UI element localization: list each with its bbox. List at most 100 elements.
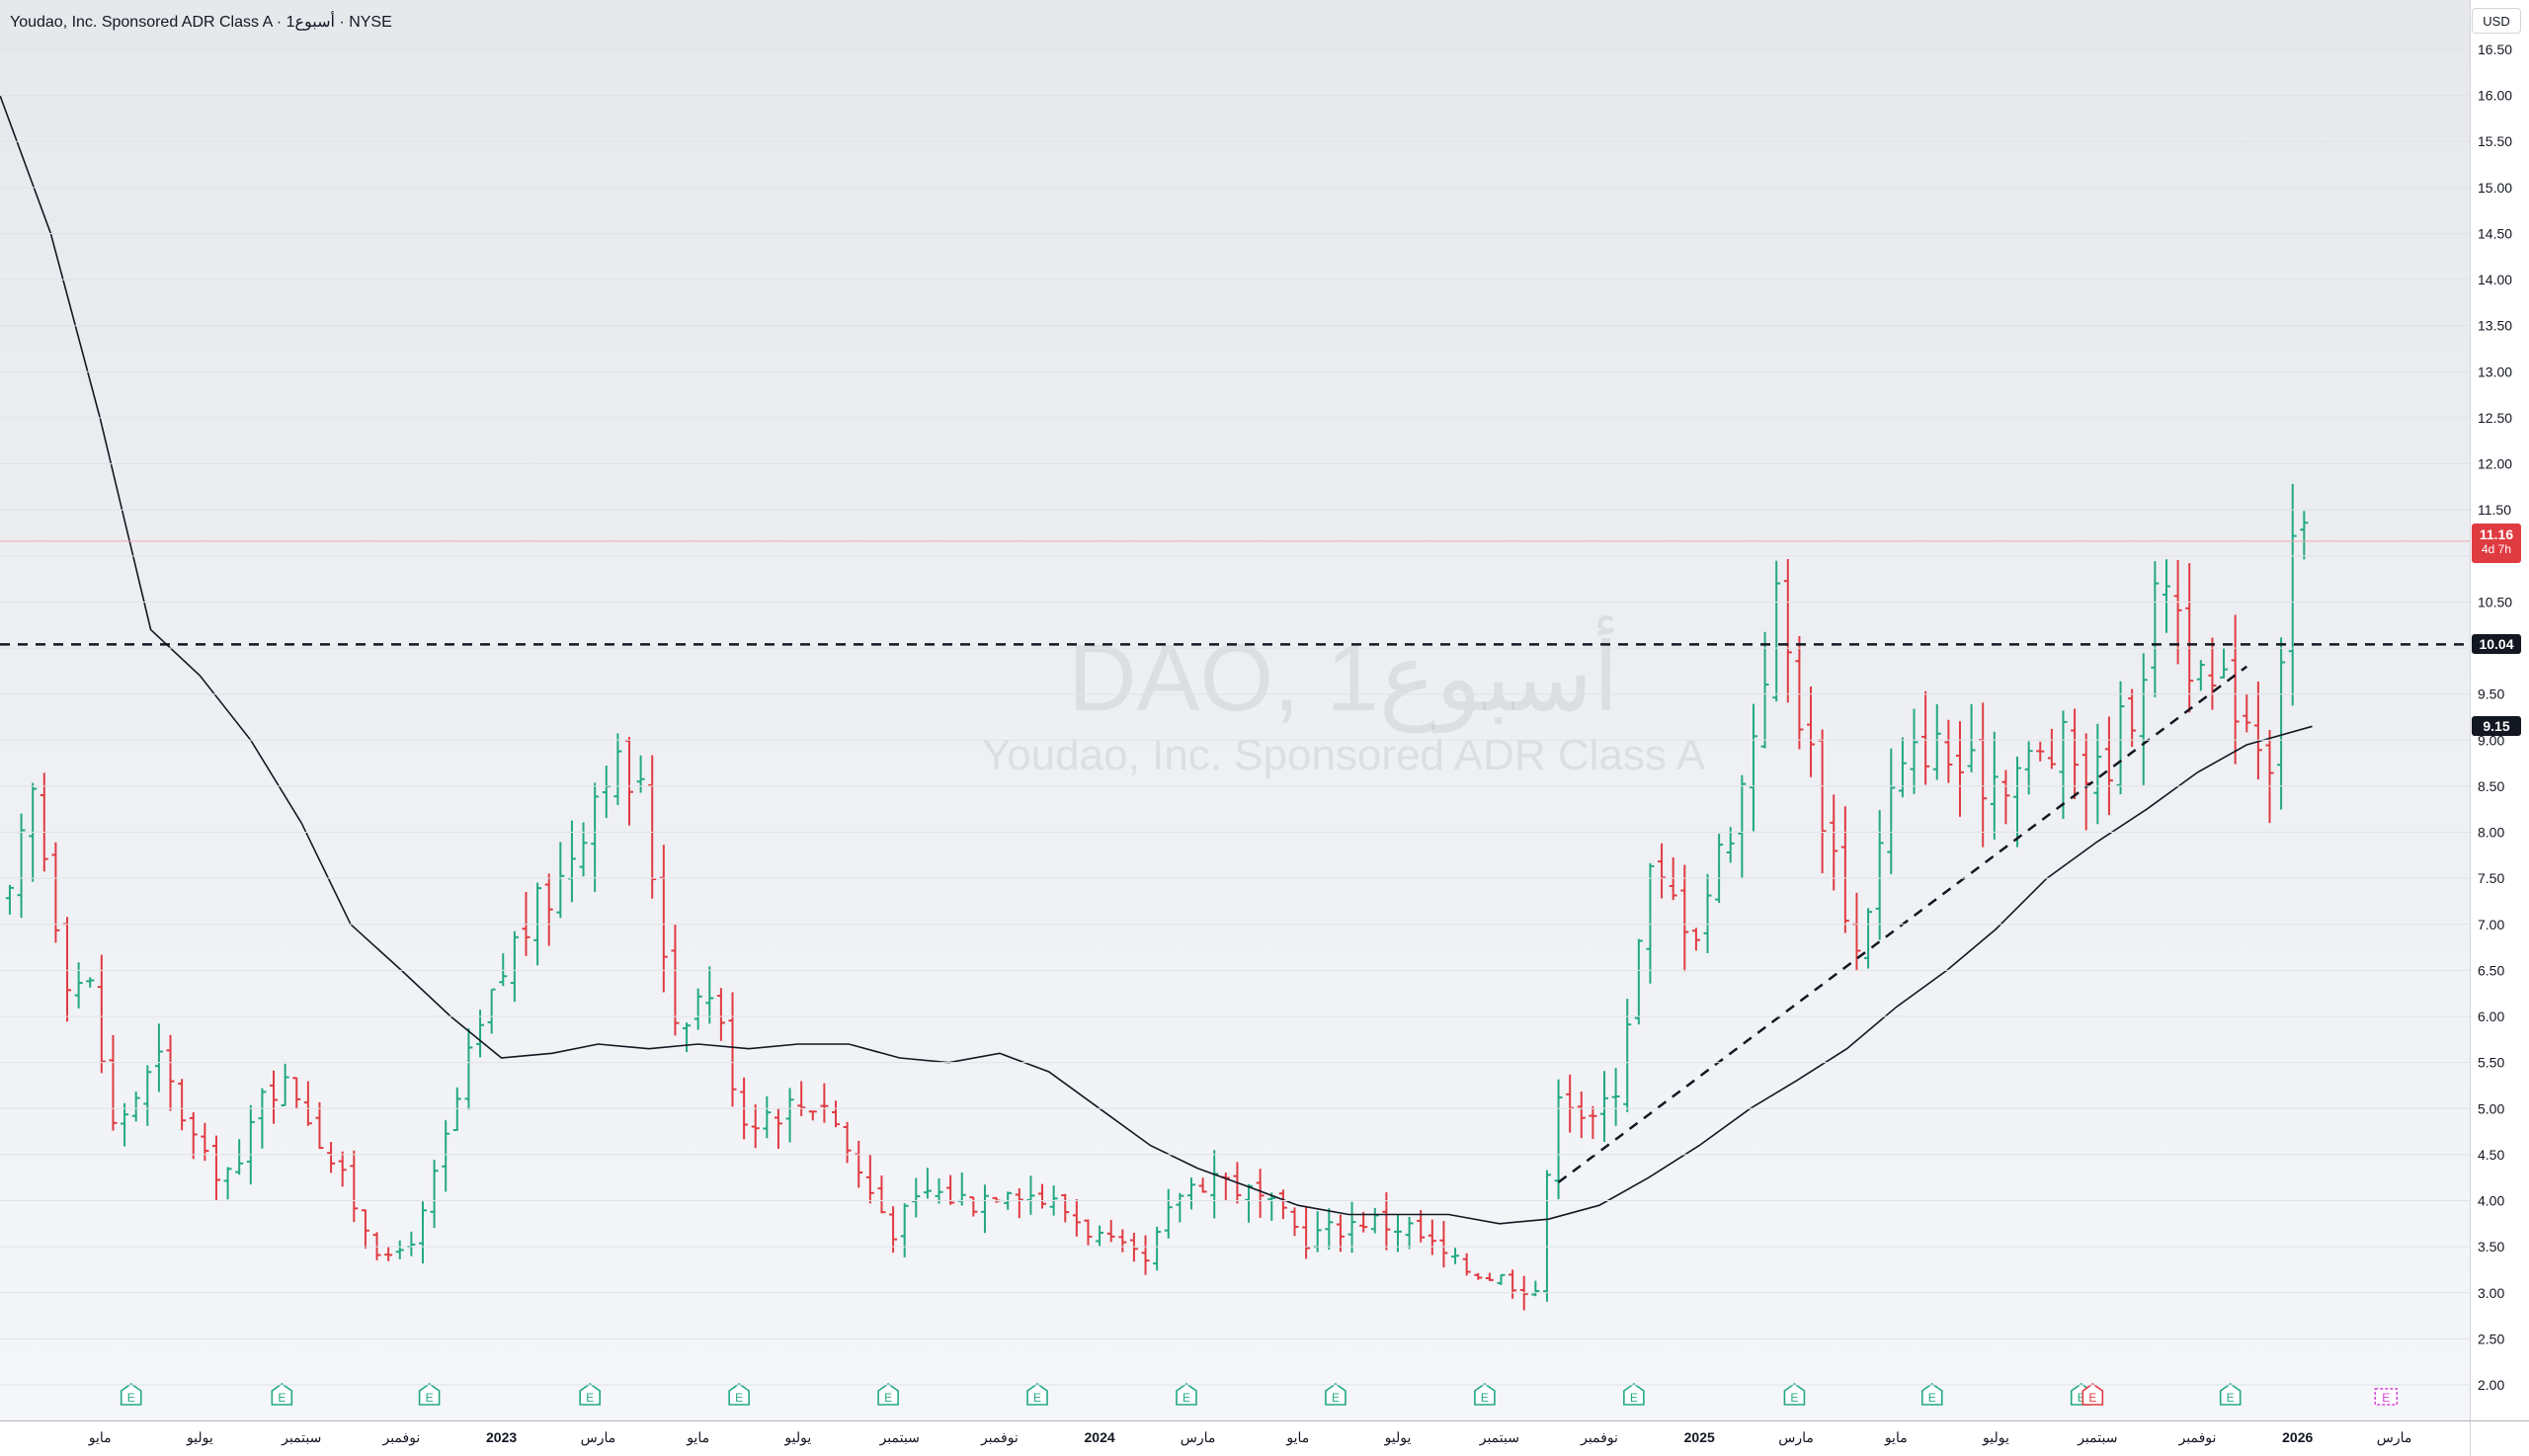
ohlc-bar	[889, 1206, 898, 1254]
earnings-icon-letter: E	[1790, 1391, 1798, 1405]
price-axis[interactable]	[2470, 0, 2529, 1420]
ohlc-bar	[1818, 729, 1827, 874]
ohlc-bar	[1760, 631, 1769, 749]
ohlc-bar	[131, 1092, 140, 1122]
ohlc-bar	[2265, 729, 2274, 824]
ohlc-bar	[1531, 1280, 1540, 1297]
ohlc-bar	[350, 1150, 359, 1223]
earnings-icon[interactable]: E	[1026, 1383, 1048, 1406]
ohlc-bar	[1141, 1235, 1150, 1275]
ohlc-bar	[442, 1120, 450, 1192]
earnings-upcoming-icon[interactable]: E	[2081, 1383, 2104, 1406]
ohlc-bar	[785, 1088, 794, 1143]
ohlc-bar	[1278, 1189, 1287, 1220]
ohlc-bar	[2104, 716, 2113, 816]
ohlc-bar	[1038, 1183, 1047, 1209]
ohlc-bar	[716, 988, 725, 1041]
ohlc-bar	[808, 1110, 817, 1121]
ohlc-bar	[2081, 733, 2090, 831]
ohlc-bar	[1703, 873, 1712, 954]
y-tick-label: 3.50	[2478, 1239, 2504, 1254]
y-tick-label: 6.00	[2478, 1009, 2504, 1024]
earnings-icon[interactable]: E	[418, 1383, 441, 1406]
ohlc-bar	[1864, 908, 1873, 969]
earnings-icon-letter: E	[426, 1391, 434, 1405]
ohlc-bar	[2300, 511, 2309, 560]
ohlc-bar	[544, 873, 553, 946]
ohlc-bar	[1566, 1074, 1575, 1133]
moving-average-line	[0, 95, 2313, 1225]
currency-button[interactable]: USD	[2472, 8, 2521, 34]
y-tick-label: 14.50	[2478, 225, 2512, 241]
earnings-icon[interactable]: E	[1325, 1383, 1346, 1406]
earnings-icon[interactable]: E	[728, 1383, 750, 1406]
ohlc-bar	[2173, 560, 2182, 665]
y-tick-label: 6.50	[2478, 962, 2504, 978]
ohlc-bar	[452, 1087, 461, 1132]
earnings-icon[interactable]: E	[1920, 1383, 1943, 1406]
earnings-icon[interactable]: E	[271, 1383, 293, 1406]
y-tick-label: 5.50	[2478, 1055, 2504, 1071]
ohlc-bar	[201, 1122, 209, 1162]
ohlc-bar	[1979, 702, 1988, 848]
earnings-icon-shape	[877, 1383, 899, 1406]
ohlc-bar	[2071, 708, 2080, 800]
ohlc-bar	[2093, 723, 2102, 825]
x-tick-label: مارس	[2377, 1429, 2412, 1446]
ohlc-bar	[865, 1155, 874, 1204]
earnings-icon[interactable]: E	[1783, 1383, 1806, 1406]
ohlc-bar	[705, 966, 714, 1024]
earnings-icon[interactable]: E	[1176, 1383, 1197, 1406]
time-axis[interactable]	[0, 1420, 2470, 1456]
earnings-icon[interactable]: E	[2219, 1383, 2242, 1406]
ohlc-bar	[946, 1174, 955, 1205]
x-tick-label: سبتمبر	[281, 1429, 321, 1446]
y-tick-label: 12.00	[2478, 456, 2512, 472]
y-tick-label: 14.00	[2478, 272, 2512, 287]
ohlc-bar	[1600, 1071, 1609, 1143]
earnings-icon-letter: E	[278, 1391, 286, 1405]
y-tick-label: 15.50	[2478, 133, 2512, 149]
ohlc-bar	[2162, 559, 2170, 633]
ohlc-bar	[315, 1101, 324, 1150]
watermark-name: Youdao, Inc. Sponsored ADR Class A	[981, 731, 1706, 779]
ohlc-bar	[17, 813, 26, 919]
ohlc-bar	[1072, 1199, 1081, 1237]
ohlc-bar	[797, 1081, 806, 1116]
earnings-icon-shape	[1325, 1383, 1346, 1406]
earnings-icon[interactable]: E	[579, 1383, 601, 1406]
ohlc-bar	[1944, 719, 1953, 783]
ohlc-bar	[591, 782, 600, 892]
earnings-icon[interactable]: E	[120, 1383, 142, 1406]
ohlc-bar	[1875, 810, 1884, 940]
ohlc-bar	[258, 1088, 267, 1149]
earnings-icon[interactable]: E	[1474, 1383, 1496, 1406]
x-tick-label: نوفمبر	[381, 1429, 420, 1446]
chart-area[interactable]	[0, 0, 2470, 1420]
ohlc-bar	[1691, 928, 1700, 951]
x-tick-label: مايو	[88, 1429, 112, 1446]
y-tick-label: 7.50	[2478, 870, 2504, 886]
ohlc-bar	[1990, 731, 1999, 840]
x-tick-label: يوليو	[783, 1429, 811, 1446]
ohlc-bar	[2208, 637, 2217, 710]
ohlc-bar	[1898, 737, 1907, 798]
earnings-icon-letter: E	[735, 1391, 743, 1405]
earnings-icon[interactable]: E	[1623, 1383, 1645, 1406]
dividend-icon[interactable]: E	[2374, 1388, 2398, 1406]
earnings-upcoming-icon-shape	[2081, 1383, 2104, 1406]
y-tick-label: 13.00	[2478, 364, 2512, 379]
earnings-icon-letter: E	[1928, 1391, 1936, 1405]
ohlc-bar	[2059, 710, 2068, 820]
ohlc-bar	[2013, 756, 2022, 848]
y-tick-label: 8.50	[2478, 778, 2504, 794]
x-tick-label: مارس	[1778, 1429, 1814, 1446]
x-tick-label: سبتمبر	[2077, 1429, 2117, 1446]
y-tick-label: 16.50	[2478, 41, 2512, 57]
earnings-icon[interactable]: E	[877, 1383, 899, 1406]
ohlc-bar	[1164, 1188, 1173, 1239]
ohlc-bar	[1772, 560, 1781, 702]
ohlc-bar	[1245, 1183, 1254, 1223]
ohlc-bar	[1096, 1225, 1104, 1247]
